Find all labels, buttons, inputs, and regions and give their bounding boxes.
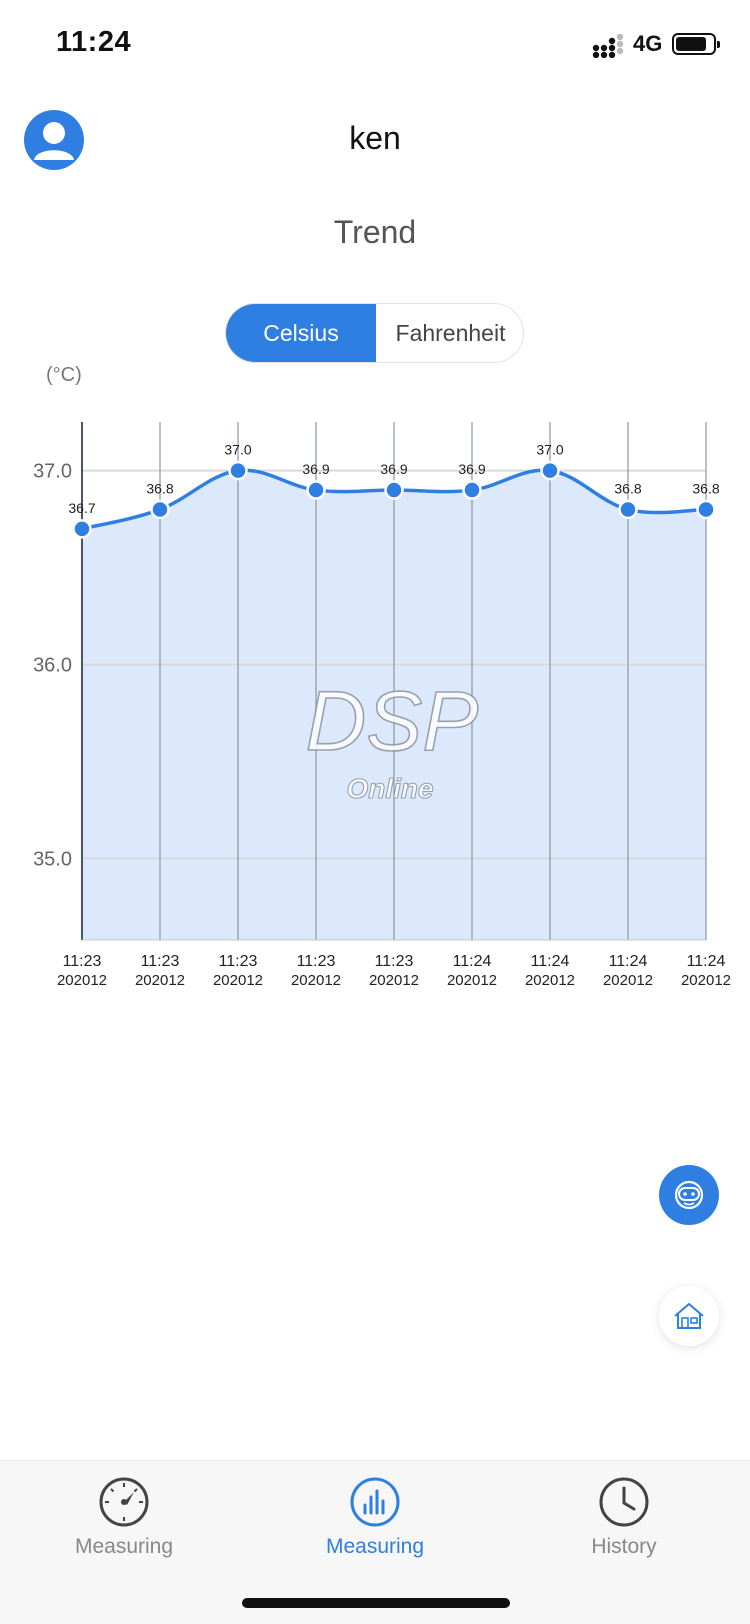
- robot-icon: [674, 1180, 704, 1210]
- tab-history[interactable]: History: [524, 1475, 724, 1559]
- status-time: 11:24: [56, 26, 132, 58]
- bar-chart-icon: [350, 1477, 400, 1527]
- tab-bar: Measuring Measuring History: [0, 1460, 750, 1624]
- chart-x-tick-sublabel: 202012: [603, 972, 653, 989]
- user-icon: [34, 122, 74, 160]
- user-name: ken: [349, 120, 401, 156]
- chart-data-label: 37.0: [224, 442, 251, 458]
- fahrenheit-option[interactable]: Fahrenheit: [395, 319, 506, 346]
- chart-x-tick-label: 11:23: [375, 953, 414, 970]
- chart-data-point: [384, 480, 404, 500]
- chart-data-label: 36.8: [692, 480, 719, 496]
- chart-data-point: [306, 480, 326, 500]
- chart-x-tick-label: 11:23: [297, 953, 336, 970]
- chart-y-tick-label: 35.0: [33, 849, 72, 871]
- chart-x-tick-label: 11:23: [141, 953, 180, 970]
- chart-x-tick-sublabel: 202012: [291, 972, 341, 989]
- battery-icon: [672, 33, 720, 55]
- tab-measuring-gauge[interactable]: Measuring: [24, 1475, 224, 1559]
- chart-data-label: 36.9: [380, 461, 407, 477]
- chart-data-label: 36.8: [614, 480, 641, 496]
- chart-x-tick-label: 11:24: [609, 953, 648, 970]
- chart-x-tick-sublabel: 202012: [447, 972, 497, 989]
- chart-unit-label: (°C): [46, 364, 82, 386]
- tab-label: Measuring: [325, 1535, 425, 1558]
- chart-x-tick-sublabel: 202012: [525, 972, 575, 989]
- chart-data-label: 36.8: [146, 480, 173, 496]
- tab-measuring-trend[interactable]: Measuring: [275, 1475, 475, 1559]
- chart-data-point: [72, 519, 92, 539]
- chart-y-tick-label: 36.0: [33, 655, 72, 677]
- watermark-subtext: Online: [346, 773, 433, 804]
- chart-data-label: 36.9: [458, 461, 485, 477]
- chart-x-tick-label: 11:24: [453, 953, 492, 970]
- chart-data-point: [150, 499, 170, 520]
- chart-y-tick-label: 37.0: [33, 461, 72, 483]
- home-indicator: [242, 1598, 510, 1608]
- signal-icon: [592, 34, 624, 58]
- chart-x-tick-sublabel: 202012: [135, 972, 185, 989]
- tab-label: Measuring: [74, 1535, 174, 1558]
- chart-data-label: 36.9: [302, 461, 329, 477]
- temperature-trend-chart: 37.0 36.0 35.0 DSP Online 36.7 36.8 37.0 36.9 36.…: [33, 422, 731, 989]
- chart-x-tick-sublabel: 202012: [681, 972, 731, 989]
- chart-data-point: [462, 480, 482, 500]
- chart-x-tick-label: 11:24: [531, 953, 570, 970]
- chart-x-tick-sublabel: 202012: [57, 972, 107, 989]
- chart-data-point: [618, 499, 638, 520]
- status-bar: 11:24 4G: [0, 0, 750, 90]
- home-button[interactable]: [659, 1286, 719, 1346]
- chart-data-label: 36.7: [68, 500, 95, 516]
- chart-data-point: [228, 460, 248, 481]
- robot-button[interactable]: [659, 1165, 719, 1225]
- gauge-icon: [99, 1477, 149, 1527]
- chart-x-tick-label: 11:24: [687, 953, 726, 970]
- chart-x-tick-label: 11:23: [63, 953, 102, 970]
- home-icon: [674, 1303, 704, 1329]
- watermark-text: DSP: [306, 674, 479, 768]
- chart-x-tick-label: 11:23: [219, 953, 258, 970]
- chart-x-tick-sublabel: 202012: [369, 972, 419, 989]
- celsius-option[interactable]: Celsius: [226, 304, 376, 362]
- network-type: 4G: [633, 31, 663, 56]
- avatar[interactable]: [24, 110, 84, 170]
- chart-data-label: 37.0: [536, 442, 563, 458]
- unit-toggle: Celsius Fahrenheit: [225, 303, 524, 363]
- chart-data-point: [696, 499, 716, 520]
- page-title: Trend: [333, 214, 417, 250]
- chart-x-tick-sublabel: 202012: [213, 972, 263, 989]
- clock-icon: [599, 1477, 649, 1527]
- chart-data-point: [540, 460, 560, 481]
- tab-label: History: [591, 1535, 657, 1558]
